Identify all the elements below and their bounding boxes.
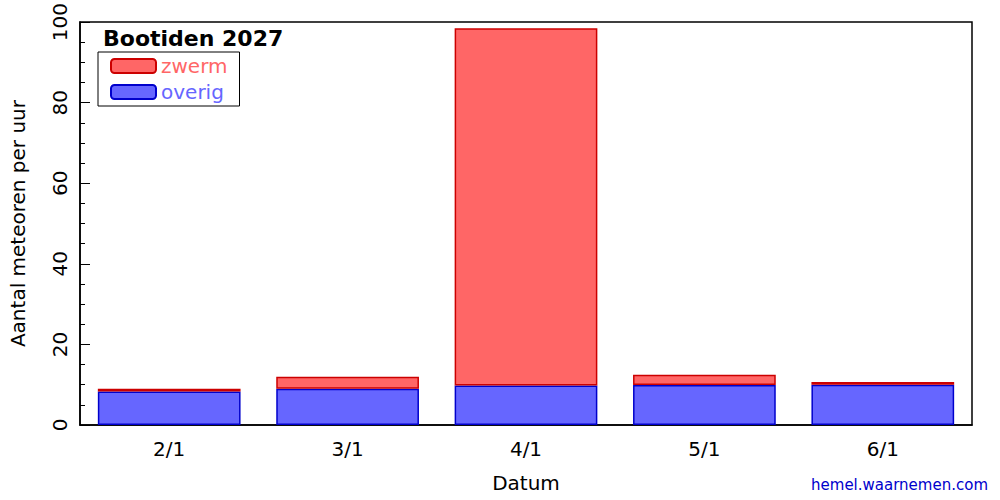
svg-text:3/1: 3/1 — [332, 437, 364, 461]
svg-text:0: 0 — [48, 419, 72, 432]
svg-text:100: 100 — [48, 3, 72, 41]
svg-text:2/1: 2/1 — [153, 437, 185, 461]
svg-text:80: 80 — [48, 90, 72, 115]
svg-text:4/1: 4/1 — [510, 437, 542, 461]
svg-text:Aantal meteoren per uur: Aantal meteoren per uur — [6, 99, 30, 347]
svg-text:60: 60 — [48, 171, 72, 196]
svg-text:Datum: Datum — [492, 471, 560, 495]
svg-text:40: 40 — [48, 251, 72, 276]
svg-text:hemel.waarnemen.com: hemel.waarnemen.com — [811, 476, 988, 494]
svg-text:zwerm: zwerm — [161, 54, 228, 78]
svg-text:5/1: 5/1 — [688, 437, 720, 461]
svg-text:overig: overig — [161, 80, 224, 104]
svg-text:Bootiden 2027: Bootiden 2027 — [103, 26, 283, 51]
svg-text:6/1: 6/1 — [867, 437, 899, 461]
svg-text:20: 20 — [48, 332, 72, 357]
